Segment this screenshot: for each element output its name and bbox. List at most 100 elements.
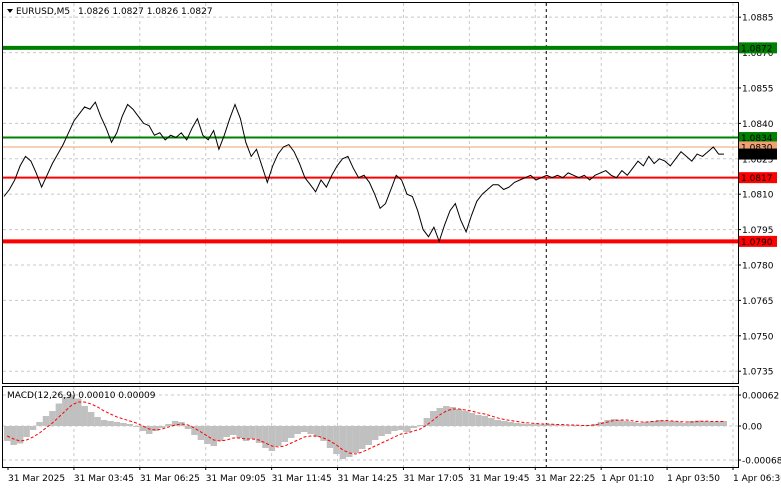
macd-tick-label: -0.00068: [742, 457, 781, 467]
time-tick-label: 1 Apr 01:10: [601, 474, 654, 484]
macd-bar: [552, 424, 560, 426]
price-line[interactable]: [3, 101, 724, 243]
price-tick-label: 1.0780: [742, 261, 774, 271]
macd-bar: [720, 421, 727, 426]
macd-bar: [10, 426, 17, 445]
macd-bar: [49, 411, 56, 426]
macd-bar: [281, 426, 289, 442]
macd-bar: [268, 426, 276, 451]
macd-bar: [68, 395, 76, 426]
macd-bar: [191, 426, 198, 435]
macd-bar: [617, 420, 624, 426]
macd-bar: [152, 426, 159, 431]
macd-bar: [636, 423, 644, 426]
macd-bar: [16, 426, 24, 444]
macd-bar: [126, 424, 134, 426]
macd-bar: [604, 420, 611, 426]
time-tick-label: 31 Mar 11:45: [272, 474, 332, 484]
macd-bar: [630, 422, 637, 426]
current-price-label: 1.0827: [741, 151, 773, 161]
macd-bar: [404, 426, 411, 432]
macd-bar: [572, 425, 579, 426]
time-tick-label: 31 Mar 09:05: [206, 474, 266, 484]
macd-bar: [165, 424, 172, 426]
macd-bar: [171, 421, 179, 426]
macd-bar: [507, 422, 514, 426]
macd-bar: [87, 412, 95, 426]
macd-bar: [75, 398, 82, 426]
macd-bar: [623, 421, 631, 426]
macd-bar: [333, 426, 340, 454]
macd-axis: 0.00062 0.00 -0.00068: [738, 392, 781, 467]
macd-bar: [488, 418, 495, 426]
time-tick-label: 31 Mar 22:25: [535, 474, 595, 484]
macd-histogram: [4, 395, 727, 459]
chart-header: EURUSD,M5 1.0826 1.0827 1.0826 1.0827: [7, 7, 213, 17]
macd-tick-label: 0.00: [742, 423, 762, 433]
macd-bar: [359, 426, 366, 449]
macd-bar: [255, 426, 263, 443]
macd-bar: [352, 426, 360, 453]
level-label-bg: [739, 42, 777, 54]
price-tick-label: 1.0765: [742, 297, 774, 307]
macd-bar: [62, 397, 69, 426]
price-pane-frame[interactable]: [2, 2, 739, 384]
macd-bar: [242, 426, 250, 441]
macd-bar: [494, 420, 502, 426]
macd-bar: [475, 415, 482, 426]
price-grid: [3, 3, 738, 383]
time-axis: 31 Mar 2025 31 Mar 03:45 31 Mar 06:25 31 Ma…: [7, 467, 781, 484]
macd-bar: [217, 426, 224, 441]
macd-bar: [559, 425, 566, 426]
macd-bar: [294, 426, 301, 434]
macd-bar: [597, 422, 605, 426]
macd-bar: [120, 423, 127, 426]
time-tick-label: 31 Mar 2025: [8, 474, 65, 484]
level-label-1.0834: 1.0834: [741, 134, 773, 144]
macd-bar: [546, 424, 553, 426]
macd-bar: [643, 422, 650, 426]
price-tick-label: 1.0750: [742, 332, 774, 342]
symbol-label: EURUSD,M5: [16, 7, 70, 17]
macd-bar: [371, 426, 379, 440]
price-levels: [3, 45, 738, 244]
macd-bar: [455, 409, 463, 426]
macd-bar: [113, 422, 121, 426]
macd-bar: [275, 426, 282, 446]
price-tick-label: 1.0870: [742, 49, 774, 59]
current-price-bg: [739, 148, 777, 160]
macd-bar: [481, 416, 489, 426]
macd-bar: [378, 426, 385, 436]
macd-bar: [384, 426, 392, 434]
level-label-1.0830: 1.0830: [741, 143, 773, 153]
dropdown-triangle-icon[interactable]: [7, 9, 13, 13]
macd-bar: [501, 421, 508, 426]
macd-bar: [436, 408, 443, 426]
macd-bar: [520, 423, 527, 426]
macd-bar: [681, 423, 689, 426]
price-axis: 1.0885 1.0870 1.0855 1.0840 1.0825 1.0810 1.07…: [738, 14, 774, 378]
macd-bar: [513, 423, 521, 426]
price-tick-label: 1.0810: [742, 191, 774, 201]
macd-bar: [449, 407, 456, 426]
time-tick-label: 31 Mar 03:45: [74, 474, 134, 484]
price-tick-label: 1.0885: [742, 14, 774, 24]
time-tick-label: 1 Apr 06:30: [733, 474, 781, 484]
level-label-bg: [739, 141, 777, 153]
macd-bar: [462, 411, 469, 426]
macd-bar: [539, 424, 547, 426]
macd-bar: [300, 426, 308, 432]
macd-bar: [391, 426, 398, 431]
macd-signal: [6, 401, 724, 455]
macd-bar: [339, 426, 347, 459]
macd-bar: [158, 426, 166, 428]
macd-signal-line[interactable]: [6, 401, 724, 455]
macd-bar: [701, 421, 708, 426]
macd-bar: [55, 403, 63, 426]
macd-bar: [610, 419, 618, 426]
price-tick-label: 1.0735: [742, 368, 774, 378]
macd-bar: [236, 426, 243, 438]
macd-bar: [410, 426, 418, 428]
macd-bar: [346, 426, 353, 457]
macd-title: MACD(12,26,9) 0.00010 0.00009: [7, 391, 156, 401]
